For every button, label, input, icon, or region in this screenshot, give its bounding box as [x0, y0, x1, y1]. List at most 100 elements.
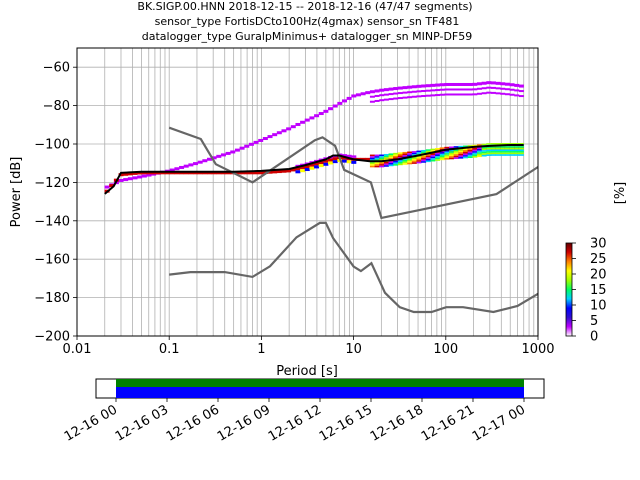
pdf-cell — [430, 94, 436, 97]
pdf-cell — [490, 149, 496, 152]
pdf-cell — [179, 165, 185, 169]
pdf-cell — [276, 131, 282, 135]
pdf-cell — [439, 152, 445, 154]
pdf-cell — [225, 151, 231, 155]
pdf-cell — [383, 165, 389, 167]
timeline-tick-label: 12-16 12 — [266, 402, 324, 444]
pdf-cell — [504, 147, 510, 150]
pdf-cell — [463, 151, 469, 154]
pdf-cell — [407, 159, 413, 162]
noise-model-low — [169, 221, 539, 314]
pdf-cell — [355, 93, 361, 97]
pdf-cell — [421, 161, 427, 163]
pdf-cell — [169, 168, 175, 172]
pdf-cell — [286, 169, 292, 173]
pdf-cell — [388, 153, 394, 156]
pdf-cell — [453, 88, 459, 91]
pdf-cell — [444, 82, 450, 86]
pdf-cell — [514, 146, 520, 148]
pdf-cell — [421, 95, 427, 98]
pdf-cell — [411, 154, 417, 156]
pdf-cell — [463, 156, 469, 159]
pdf-cell — [449, 154, 455, 157]
pdf-cell — [444, 88, 450, 91]
pdf-cell — [467, 145, 473, 147]
pdf-cell — [518, 143, 524, 145]
pdf-cell — [449, 156, 455, 158]
pdf-cell — [444, 153, 450, 155]
pdf-cell — [300, 120, 306, 124]
noise-models — [168, 126, 539, 314]
x-tick-label: 0.01 — [63, 342, 92, 357]
pdf-cell — [379, 165, 385, 168]
pdf-cell — [509, 88, 515, 91]
pdf-cell — [518, 95, 524, 98]
pdf-cell — [421, 90, 427, 93]
pdf-cell — [127, 172, 133, 176]
pdf-cell — [132, 171, 138, 175]
pdf-cell — [444, 156, 450, 159]
pdf-cell — [258, 138, 264, 142]
pdf-cell — [411, 162, 417, 164]
pdf-cell — [183, 164, 189, 168]
pdf-cell — [374, 157, 380, 160]
pdf-cell — [449, 152, 455, 155]
pdf-cell — [397, 155, 403, 158]
pdf-cell — [490, 146, 496, 148]
pdf-cell — [463, 150, 469, 152]
pdf-cell — [328, 107, 334, 111]
pdf-cell — [365, 157, 371, 161]
pdf-cell — [486, 146, 492, 148]
pdf-cell — [449, 146, 455, 149]
pdf-cell — [435, 94, 441, 97]
pdf-cell — [495, 149, 501, 152]
pdf-cell — [286, 127, 292, 131]
timeline-tick-label: 12-16 06 — [164, 402, 222, 444]
pdf-cell — [453, 82, 459, 86]
noise-model-high — [168, 126, 539, 220]
pdf-cell — [276, 170, 282, 174]
pdf-cell — [476, 153, 482, 156]
pdf-cell — [476, 152, 482, 154]
pdf-cell — [295, 170, 301, 174]
pdf-cell — [197, 160, 203, 164]
y-ticks: −200 −180 −160 −140 −120 −100 −80 −60 — [34, 61, 77, 345]
pdf-cell — [402, 159, 408, 162]
pdf-cell — [258, 171, 264, 175]
pdf-cell — [300, 169, 306, 173]
pdf-cell — [383, 153, 389, 156]
pdf-cell — [421, 84, 427, 88]
pdf-cell — [481, 146, 487, 149]
pdf-cell — [490, 151, 496, 153]
pdf-cell — [369, 156, 375, 158]
colorbar-tick-label: 10 — [590, 299, 607, 314]
pdf-cell — [397, 97, 403, 100]
pdf-cell — [444, 151, 450, 154]
pdf-cell — [383, 98, 389, 101]
pdf-cell — [393, 154, 399, 157]
pdf-cell — [504, 93, 510, 96]
pdf-cell — [430, 155, 436, 157]
pdf-cell — [500, 149, 506, 152]
pdf-cell — [453, 150, 459, 153]
pdf-cell — [495, 143, 501, 145]
pdf-cell — [463, 148, 469, 151]
pdf-cell — [411, 151, 417, 153]
pdf-cell — [518, 149, 524, 152]
pdf-cell — [341, 99, 347, 103]
pdf-cell — [481, 150, 487, 152]
pdf-cell — [314, 165, 320, 169]
colorbar-tick-label: 0 — [590, 330, 598, 345]
pdf-cell — [486, 81, 492, 85]
pdf-cell — [388, 164, 394, 167]
y-tick-label: −80 — [43, 99, 70, 114]
pdf-cell — [481, 81, 487, 85]
pdf-cell — [393, 97, 399, 100]
pdf-cell — [402, 155, 408, 157]
pdf-cell — [360, 92, 366, 96]
pdf-cell — [425, 94, 431, 97]
pdf-cell — [397, 161, 403, 164]
pdf-cell — [458, 152, 464, 154]
pdf-cell — [500, 143, 506, 145]
